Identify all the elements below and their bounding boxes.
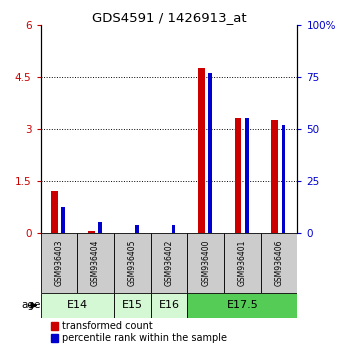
- Bar: [151, 233, 187, 293]
- Bar: [151, 293, 187, 318]
- Bar: [224, 233, 261, 293]
- Bar: [261, 233, 297, 293]
- Title: GDS4591 / 1426913_at: GDS4591 / 1426913_at: [92, 11, 246, 24]
- Text: GSM936402: GSM936402: [165, 240, 173, 286]
- Bar: [282, 125, 285, 233]
- Text: GSM936405: GSM936405: [128, 239, 137, 286]
- Bar: [187, 293, 297, 318]
- Bar: [41, 233, 77, 293]
- Text: E16: E16: [159, 301, 179, 310]
- Text: GSM936400: GSM936400: [201, 239, 210, 286]
- Bar: [114, 293, 151, 318]
- Text: age: age: [21, 301, 41, 310]
- Text: E17.5: E17.5: [226, 301, 258, 310]
- Text: GSM936403: GSM936403: [54, 239, 64, 286]
- Text: E14: E14: [67, 301, 88, 310]
- Bar: [135, 225, 139, 233]
- Text: E15: E15: [122, 301, 143, 310]
- Legend: transformed count, percentile rank within the sample: transformed count, percentile rank withi…: [51, 321, 227, 343]
- Bar: [41, 293, 114, 318]
- Bar: [51, 191, 58, 233]
- Bar: [62, 207, 65, 233]
- Bar: [88, 231, 95, 233]
- Bar: [114, 233, 151, 293]
- Bar: [245, 118, 249, 233]
- Text: GSM936406: GSM936406: [274, 239, 284, 286]
- Bar: [187, 233, 224, 293]
- Bar: [172, 225, 175, 233]
- Text: GSM936404: GSM936404: [91, 239, 100, 286]
- Bar: [198, 68, 204, 233]
- Bar: [98, 222, 102, 233]
- Bar: [77, 233, 114, 293]
- Bar: [208, 73, 212, 233]
- Text: GSM936401: GSM936401: [238, 240, 247, 286]
- Bar: [271, 120, 278, 233]
- Bar: [235, 118, 241, 233]
